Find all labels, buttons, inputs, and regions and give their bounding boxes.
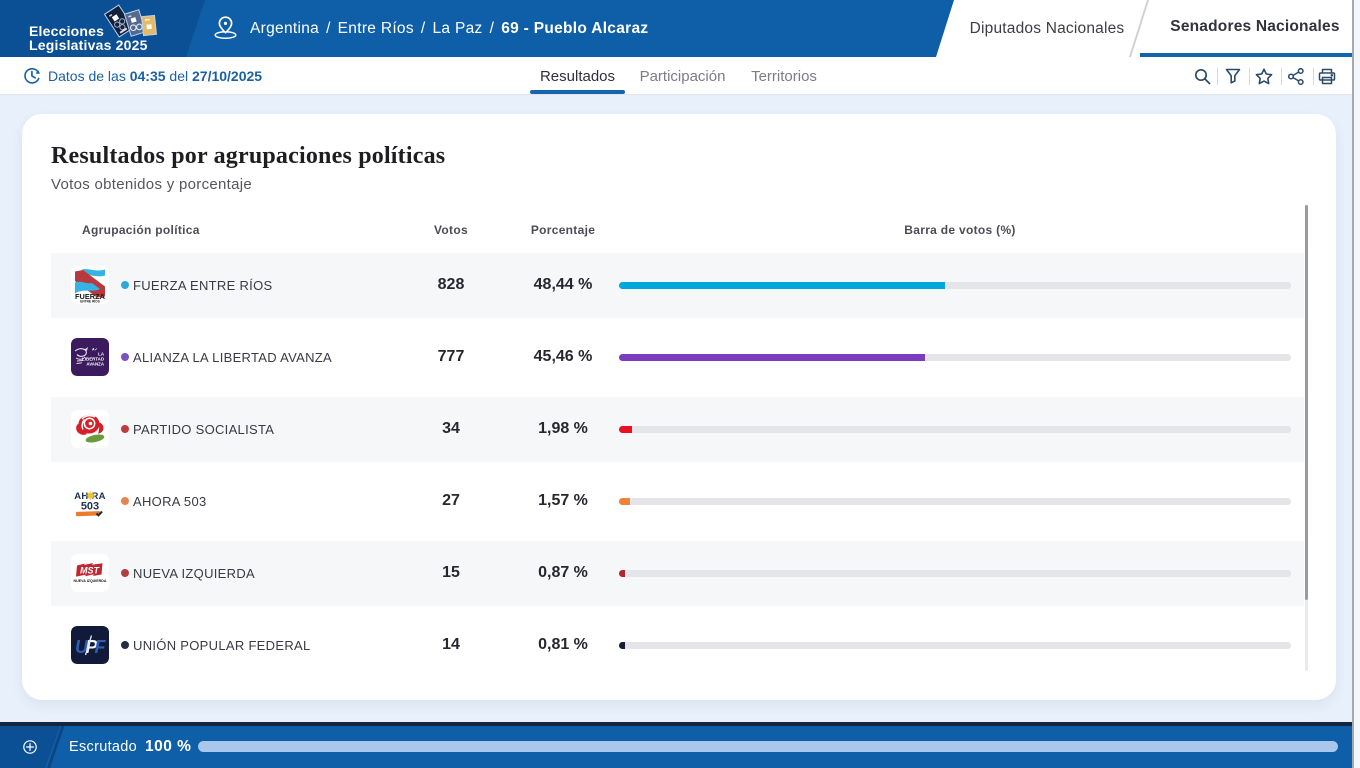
svg-text:LIBERTAD: LIBERTAD xyxy=(82,357,104,362)
svg-text:AVANZA: AVANZA xyxy=(86,362,104,367)
svg-text:A✓: A✓ xyxy=(92,348,98,352)
svg-text:MST: MST xyxy=(80,566,101,576)
svg-text:F: F xyxy=(95,637,107,657)
svg-text:P: P xyxy=(86,637,99,657)
svg-text:U: U xyxy=(75,637,89,657)
svg-text:ENTRE RÍOS: ENTRE RÍOS xyxy=(80,299,99,304)
svg-text:LA: LA xyxy=(98,352,105,357)
svg-text:NUEVA IZQUIERDA: NUEVA IZQUIERDA xyxy=(74,579,107,583)
svg-text:FUERZA: FUERZA xyxy=(75,292,106,301)
svg-text:503: 503 xyxy=(81,501,99,513)
